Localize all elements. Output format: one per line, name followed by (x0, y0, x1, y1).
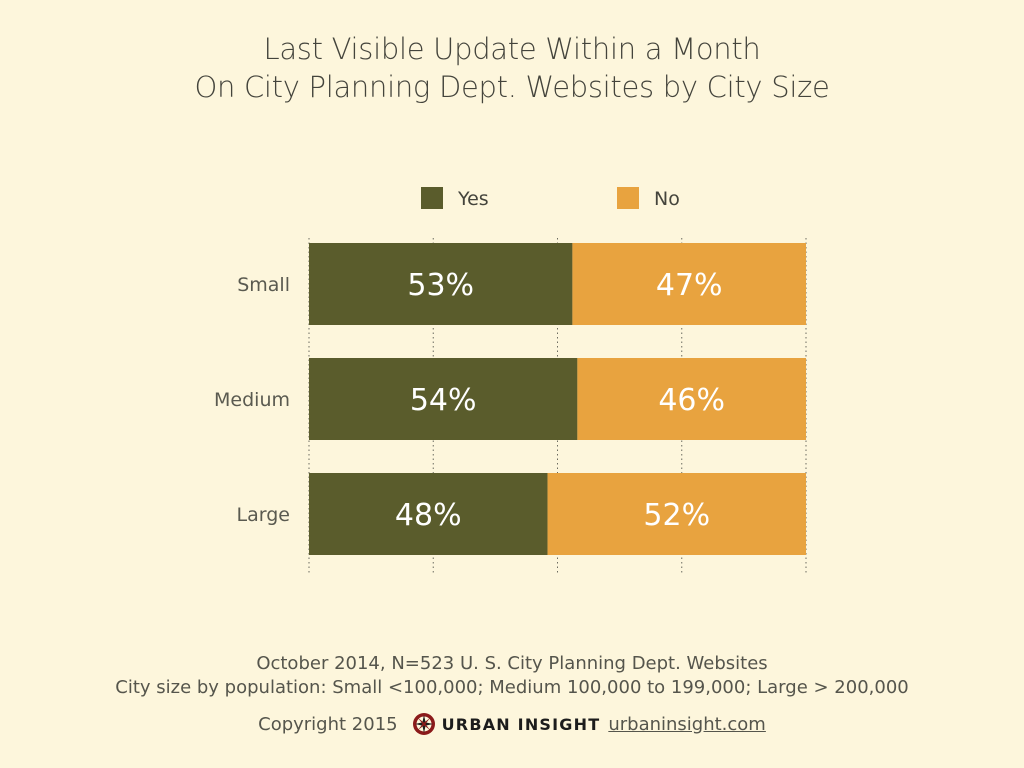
stacked-bar-chart: Yes No Small 53% 47% Medium 54% 46% Large 48% 52% (214, 187, 807, 574)
compass-logo-icon (412, 713, 435, 735)
bar-no-medium (577, 358, 806, 440)
category-label-large: Large (237, 504, 290, 526)
bar-no-small (572, 243, 806, 325)
footer-definition: City size by population: Small <100,000;… (115, 677, 909, 698)
chart-footer: October 2014, N=523 U. S. City Planning … (0, 652, 1024, 700)
data-label-no-large: 52% (643, 498, 710, 533)
footer-source: October 2014, N=523 U. S. City Planning … (256, 653, 768, 674)
data-label-yes-small: 53% (407, 268, 474, 303)
category-label-medium: Medium (214, 389, 290, 411)
bar-yes-medium (309, 358, 578, 440)
brand-name: URBAN INSIGHT (441, 714, 601, 734)
brand-row: Copyright 2015 URBAN INSIGHT urbaninsigh… (0, 712, 1024, 736)
chart-title: Last Visible Update Within a Month On Ci… (0, 30, 1024, 106)
legend-swatch-yes (421, 187, 443, 209)
legend-swatch-no (617, 187, 639, 209)
bar-no-large (547, 473, 806, 555)
category-label-small: Small (237, 274, 290, 296)
title-line-1: Last Visible Update Within a Month (263, 32, 761, 66)
data-label-yes-medium: 54% (410, 383, 477, 418)
bar-yes-large (309, 473, 548, 555)
data-label-yes-large: 48% (395, 498, 462, 533)
title-line-2: On City Planning Dept. Websites by City … (194, 70, 830, 104)
website-link[interactable]: urbaninsight.com (608, 713, 766, 735)
legend-label-yes: Yes (457, 188, 489, 210)
data-label-no-small: 47% (656, 268, 723, 303)
data-label-no-medium: 46% (658, 383, 725, 418)
bar-yes-small (309, 243, 573, 325)
copyright-text: Copyright 2015 (258, 713, 398, 735)
legend-label-no: No (654, 188, 680, 210)
